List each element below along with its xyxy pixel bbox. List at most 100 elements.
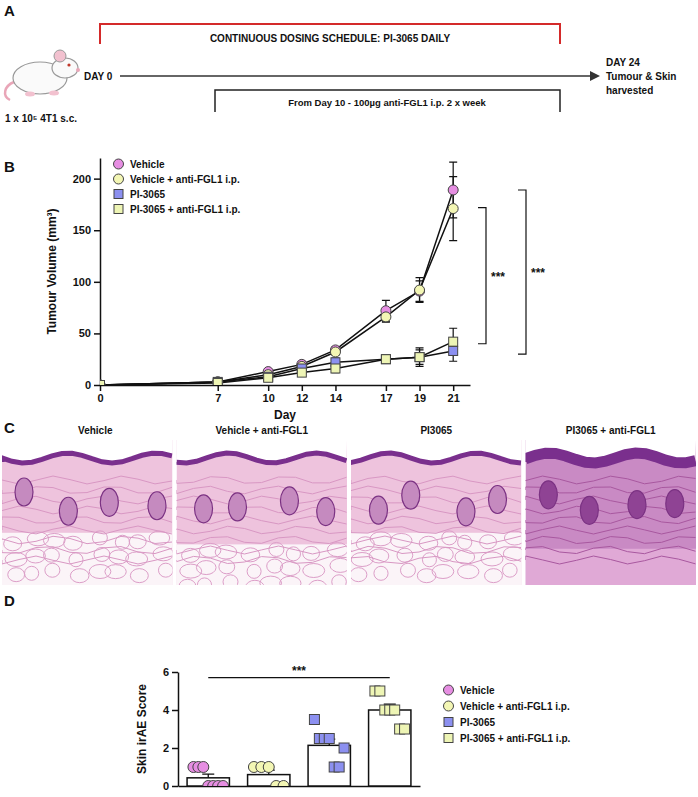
x-tick-mark [302, 385, 304, 391]
data-point [100, 380, 105, 385]
fat-cell [458, 565, 479, 579]
x-tick: 17 [380, 385, 392, 404]
y-tick-label: 6 [163, 666, 169, 678]
error-bar [416, 348, 424, 367]
collagen-strand [177, 486, 347, 494]
y-tick-label: 0 [85, 379, 91, 391]
x-tick: 12 [296, 385, 308, 404]
y-tick-label: 2 [163, 742, 169, 754]
collagen-strand [177, 556, 347, 563]
x-tick: 21 [448, 385, 460, 404]
fat-cell [422, 553, 436, 567]
y-tick-mark [172, 786, 178, 788]
x-tick-mark [268, 385, 270, 391]
hair-follicle [539, 481, 557, 509]
data-point [263, 762, 274, 773]
y-tick: 100 [73, 276, 100, 288]
epidermis [2, 453, 172, 463]
error-bar [382, 312, 390, 322]
x-tick: 0 [97, 385, 103, 404]
y-tick-mark [94, 230, 100, 232]
series-line [100, 351, 453, 385]
x-tick: 10 [263, 385, 275, 404]
fat-cell [94, 547, 110, 561]
fat-cell [397, 548, 413, 562]
x-tick-mark [419, 385, 421, 391]
panel-letter: C [4, 419, 15, 436]
legend-marker [114, 205, 123, 214]
fat-cell [105, 565, 126, 579]
y-axis-title: Skin irAE Score [135, 684, 149, 774]
fat-cell [485, 569, 503, 583]
mouse-nose [76, 68, 80, 72]
x-tick-mark [453, 385, 455, 391]
fat-cell [8, 568, 25, 582]
legend-marker [444, 685, 454, 695]
histology-image [351, 440, 522, 585]
collagen-strand [2, 547, 172, 554]
collagen-strand [177, 526, 347, 534]
data-point [375, 686, 385, 696]
fat-cell [480, 535, 497, 549]
legend-marker [444, 734, 453, 743]
y-axis: 0 2 4 6 [163, 666, 179, 792]
data-point [449, 337, 458, 346]
collagen-strand [177, 546, 347, 554]
data-point [400, 724, 410, 734]
significance-label: *** [491, 270, 505, 284]
fat-cell [196, 561, 216, 575]
fat-cell [246, 580, 265, 585]
x-tick-label: 0 [97, 392, 103, 404]
x-tick-label: 7 [215, 392, 221, 404]
fat-cell [400, 563, 415, 577]
hair-follicle [666, 490, 684, 518]
y-tick: 4 [163, 704, 178, 716]
y-tick: 0 [85, 379, 100, 391]
fat-cell [199, 543, 220, 557]
y-axis-title: Tumour Volume (mm³) [45, 208, 59, 334]
panel-a: A1 x 10⁵ 4T1 s.c.DAY 0CONTINUOUS DOSING … [4, 2, 676, 124]
legend-label: PI-3065 + anti-FGL1 i.p. [130, 204, 241, 215]
hair-follicle [228, 493, 246, 521]
significance-bracket [478, 208, 486, 344]
series-line [100, 342, 453, 385]
collagen-strand [526, 556, 696, 564]
significance-label: *** [292, 664, 306, 678]
data-point [390, 705, 400, 715]
fat-cell [247, 564, 261, 578]
collagen-strand [351, 536, 521, 544]
data-point [297, 368, 306, 377]
figure: A1 x 10⁵ 4T1 s.c.DAY 0CONTINUOUS DOSING … [0, 0, 698, 797]
y-tick-label: 50 [79, 327, 91, 339]
data-point [100, 380, 105, 385]
fat-cell [223, 575, 238, 585]
x-tick-label: 21 [448, 392, 460, 404]
hair-follicle [15, 478, 33, 506]
data-point [381, 355, 390, 364]
legend-marker [114, 159, 124, 169]
hair-follicle [580, 496, 598, 524]
data-point [278, 781, 289, 787]
y-tick-mark [172, 748, 178, 750]
treatment-bracket [215, 90, 560, 112]
y-axis-line [100, 159, 102, 386]
error-bar [416, 278, 424, 303]
y-tick: 0 [163, 780, 178, 792]
timeline [120, 75, 592, 77]
end-label: Tumour & Skin [606, 71, 676, 82]
y-tick-mark [94, 385, 100, 387]
fat-cell [25, 566, 39, 580]
fat-cell [43, 533, 65, 547]
y-tick-mark [172, 672, 178, 674]
legend-label: Vehicle [460, 685, 495, 696]
collagen-strand [526, 536, 696, 543]
fat-cell [309, 580, 327, 585]
panel-b: B07101214171921050100150200DayTumour Vol… [4, 158, 545, 422]
dermis [351, 440, 522, 585]
y-tick-mark [94, 282, 100, 284]
legend-marker [114, 174, 124, 184]
x-tick-label: 19 [414, 392, 426, 404]
error-bar [382, 300, 390, 321]
data-point [264, 373, 273, 382]
error-bar [416, 350, 424, 364]
